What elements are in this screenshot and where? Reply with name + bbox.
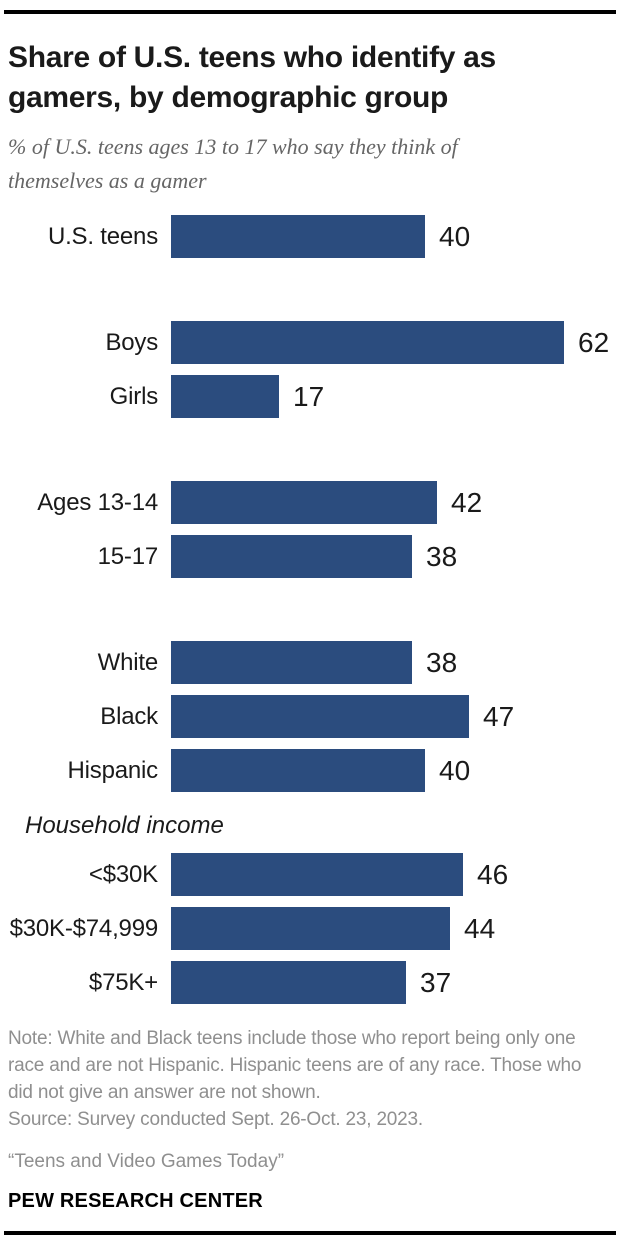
- bar-row: Boys 62: [8, 321, 612, 364]
- category-label: <$30K: [88, 861, 158, 888]
- bar: [171, 321, 564, 364]
- org-name: PEW RESEARCH CENTER: [8, 1190, 263, 1212]
- bar-row: <$30K 46: [8, 853, 612, 896]
- bar-chart: U.S. teens 40 Boys 62 Girls 17 Ages 13-14 42 15-…: [8, 215, 612, 1004]
- chart-source: Source: Survey conducted Sept. 26-Oct. 2…: [8, 1109, 423, 1130]
- category-label: U.S. teens: [47, 223, 158, 250]
- category-label: Black: [100, 703, 158, 730]
- section-label: Household income: [25, 812, 224, 839]
- value-label: 40: [439, 221, 471, 252]
- bar-row: $75K+ 37: [8, 961, 612, 1004]
- category-label: White: [97, 649, 159, 676]
- bar-row: White 38: [8, 641, 612, 684]
- bar: [171, 375, 279, 418]
- bar-row: $30K-$74,999 44: [8, 907, 612, 950]
- bar-group: U.S. teens 40: [8, 215, 612, 258]
- top-rule: [4, 10, 616, 14]
- chart-title: Share of U.S. teens who identify as game…: [8, 41, 496, 114]
- value-label: 44: [464, 913, 496, 944]
- bar: [171, 749, 425, 792]
- bar-group: White 38 Black 47 Hispanic 40: [8, 641, 612, 792]
- value-label: 42: [451, 487, 483, 518]
- bar: [171, 481, 437, 524]
- bar: [171, 535, 412, 578]
- value-label: 47: [483, 701, 515, 732]
- bar: [171, 641, 412, 684]
- value-label: 40: [439, 755, 471, 786]
- value-label: 62: [578, 327, 610, 358]
- value-label: 38: [426, 647, 458, 678]
- bar: [171, 215, 425, 258]
- value-label: 46: [477, 859, 509, 890]
- bar-row: Ages 13-14 42: [8, 481, 612, 524]
- bar-row: Black 47: [8, 695, 612, 738]
- bar-row: Hispanic 40: [8, 749, 612, 792]
- bar: [171, 695, 469, 738]
- report-title: “Teens and Video Games Today”: [8, 1151, 285, 1172]
- chart-footer: Note: White and Black teens include thos…: [8, 1025, 612, 1213]
- bar-row: U.S. teens 40: [8, 215, 612, 258]
- bar-row: 15-17 38: [8, 535, 612, 578]
- bar: [171, 853, 463, 896]
- bar-group: Household income <$30K 46 $30K-$74,999 44 $75…: [8, 811, 612, 1004]
- category-label: $30K-$74,999: [9, 915, 159, 942]
- chart-subtitle: % of U.S. teens ages 13 to 17 who say th…: [8, 134, 458, 193]
- value-label: 17: [293, 381, 325, 412]
- category-label: Girls: [109, 383, 159, 410]
- bar-group: Ages 13-14 42 15-17 38: [8, 481, 612, 578]
- bar-row: Girls 17: [8, 375, 612, 418]
- category-label: $75K+: [88, 969, 158, 996]
- bottom-rule: [4, 1231, 616, 1235]
- category-label: Boys: [105, 329, 158, 356]
- category-label: Ages 13-14: [37, 489, 158, 516]
- value-label: 38: [426, 541, 458, 572]
- bar: [171, 907, 450, 950]
- bar-group: Boys 62 Girls 17: [8, 321, 612, 418]
- value-label: 37: [420, 967, 452, 998]
- category-label: 15-17: [97, 543, 159, 570]
- category-label: Hispanic: [67, 757, 159, 784]
- bar: [171, 961, 406, 1004]
- chart-note: Note: White and Black teens include thos…: [8, 1028, 582, 1103]
